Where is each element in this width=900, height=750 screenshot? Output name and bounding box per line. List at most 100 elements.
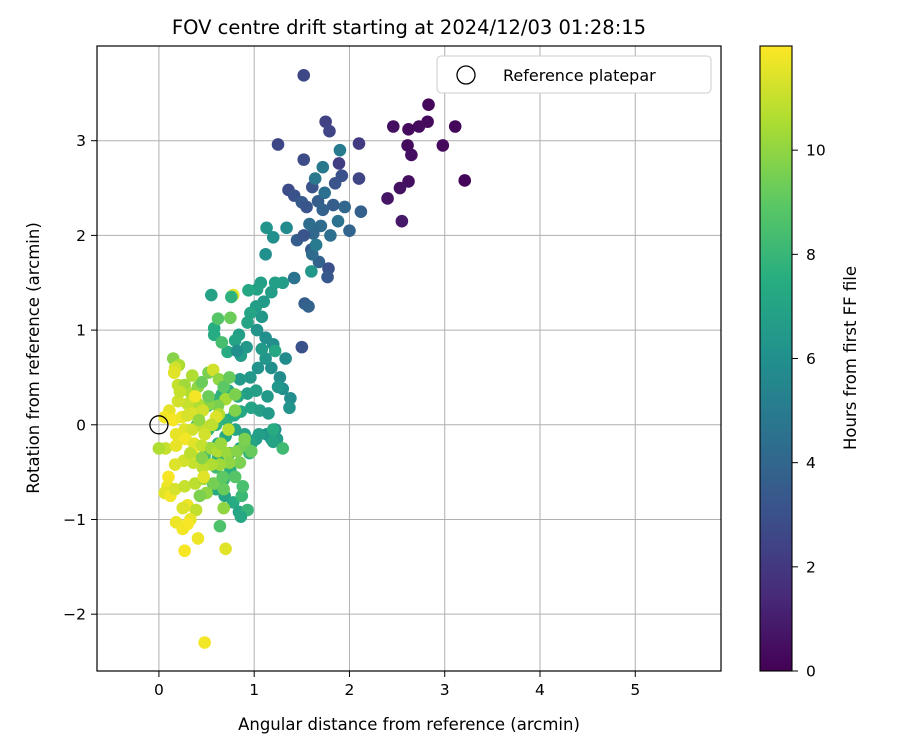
data-point — [244, 306, 257, 320]
data-point — [224, 311, 237, 325]
data-point — [338, 200, 351, 214]
data-points — [152, 69, 472, 649]
data-point — [251, 361, 265, 375]
data-point — [228, 404, 242, 417]
x-tick-label: 3 — [440, 681, 450, 699]
data-point — [181, 409, 194, 422]
data-point — [178, 544, 191, 558]
x-tick-label: 2 — [345, 681, 355, 699]
data-point — [198, 636, 211, 649]
y-axis-label: Rotation from reference (arcmin) — [24, 222, 43, 494]
data-point — [260, 221, 273, 235]
data-point — [241, 387, 254, 400]
x-tick-label: 0 — [154, 681, 164, 699]
data-point — [268, 276, 282, 290]
data-point — [271, 380, 285, 394]
x-tick-label: 1 — [249, 681, 259, 699]
data-point — [259, 248, 272, 261]
data-point — [324, 229, 337, 242]
data-point — [276, 442, 290, 455]
data-point — [189, 503, 203, 517]
data-point — [261, 390, 274, 403]
data-point — [176, 522, 190, 536]
data-point — [214, 437, 228, 451]
colorbar-tick-label: 2 — [806, 558, 816, 576]
y-tick-label: 2 — [76, 227, 86, 245]
data-point — [333, 143, 347, 157]
data-point — [219, 542, 232, 556]
data-point — [402, 123, 415, 136]
data-point — [279, 352, 292, 365]
data-point — [178, 480, 191, 493]
data-point — [436, 139, 450, 152]
data-point — [318, 186, 331, 200]
data-point — [401, 139, 414, 152]
grid-lines — [97, 46, 721, 671]
colorbar-label: Hours from first FF file — [841, 266, 860, 450]
data-point — [305, 265, 318, 278]
data-point — [215, 336, 229, 349]
data-point — [352, 172, 366, 185]
data-point — [250, 323, 264, 337]
data-point — [326, 198, 340, 212]
y-tick-label: 3 — [76, 132, 86, 150]
data-point — [422, 98, 435, 112]
data-point — [386, 120, 400, 133]
data-point — [412, 120, 426, 133]
data-point — [225, 290, 238, 304]
data-point — [352, 137, 366, 150]
data-point — [192, 413, 206, 427]
data-point — [185, 423, 199, 436]
data-point — [193, 489, 207, 503]
colorbar-tick-label: 10 — [806, 142, 826, 160]
data-point — [283, 401, 296, 415]
data-point — [241, 316, 254, 329]
data-point — [223, 456, 236, 469]
data-point — [265, 285, 278, 299]
data-point — [205, 418, 218, 432]
data-point — [266, 435, 280, 449]
chart-title: FOV centre drift starting at 2024/12/03 … — [172, 16, 646, 39]
data-point — [228, 470, 242, 484]
data-point — [381, 192, 394, 205]
data-point — [207, 477, 221, 490]
data-point — [266, 230, 280, 244]
data-point — [167, 366, 181, 380]
data-point — [316, 160, 330, 174]
data-point — [217, 501, 231, 515]
data-point — [205, 288, 218, 302]
data-point — [265, 361, 278, 375]
data-point — [217, 482, 231, 496]
data-point — [273, 371, 287, 384]
legend: Reference platepar — [436, 55, 712, 94]
data-point — [195, 451, 209, 465]
data-point — [245, 445, 258, 458]
data-point — [228, 388, 242, 401]
data-point — [393, 181, 407, 195]
data-point — [173, 385, 187, 398]
data-point — [306, 248, 319, 261]
data-point — [280, 221, 293, 235]
data-point — [316, 203, 330, 217]
data-point — [221, 345, 234, 359]
data-point — [328, 177, 342, 190]
y-tick-label: −1 — [63, 511, 86, 529]
data-point — [196, 404, 210, 417]
data-point — [244, 371, 257, 384]
data-point — [236, 480, 250, 493]
data-point — [266, 423, 280, 436]
data-point — [198, 427, 211, 441]
data-point — [255, 342, 269, 356]
colorbar-ticks: 0 2 4 6 8 10 — [792, 142, 826, 681]
reference-platepar-marker — [149, 415, 169, 435]
data-point — [297, 229, 311, 242]
data-point — [152, 442, 166, 455]
colorbar-tick-label: 6 — [806, 350, 816, 368]
data-point — [235, 489, 249, 503]
data-point — [259, 352, 272, 365]
y-tick-label: −2 — [63, 606, 86, 624]
data-point — [234, 510, 248, 523]
data-point — [268, 344, 282, 358]
data-point — [223, 371, 236, 384]
data-point — [284, 391, 297, 405]
